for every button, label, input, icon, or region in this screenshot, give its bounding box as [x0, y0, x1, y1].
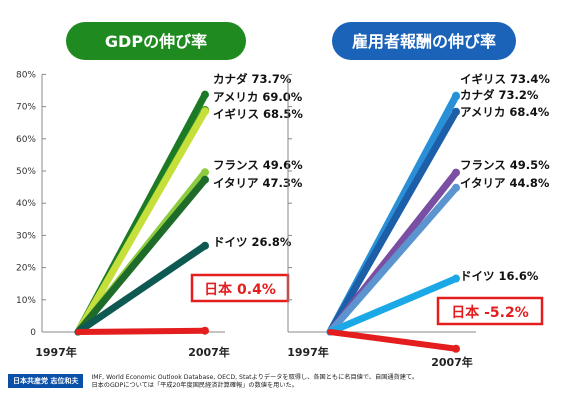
- series-end-point: [201, 107, 209, 116]
- series-end-point: [201, 241, 209, 250]
- series-line-イタリア: [326, 184, 460, 336]
- data-label-イタリア: イタリア 44.8%: [460, 176, 550, 190]
- y-tick-label: 20%: [16, 264, 36, 274]
- source-line-1: IMF, World Economic Outlook Database, OE…: [91, 374, 419, 381]
- data-label-イタリア: イタリア 47.3%: [213, 176, 303, 190]
- data-label-アメリカ: アメリカ 68.4%: [460, 105, 550, 119]
- y-tick-label: 40%: [16, 199, 36, 209]
- series-end-point: [452, 92, 460, 101]
- y-tick-label: 0: [30, 328, 36, 338]
- data-label-イギリス: イギリス 68.5%: [213, 107, 303, 121]
- data-label-ドイツ: ドイツ 26.8%: [213, 235, 292, 249]
- source-note: IMF, World Economic Outlook Database, OE…: [91, 374, 418, 390]
- data-label-日本: 日本 -5.2%: [451, 304, 529, 321]
- series-line-日本: [75, 327, 208, 335]
- chart-panel-2: 雇用者報酬の伸び率 1997年 2007年 イギリス 73.4% カナダ 73.2% アメ…: [287, 22, 550, 369]
- y-tick-label: 70%: [16, 103, 36, 113]
- y-tick-label: 50%: [16, 167, 36, 177]
- series-end-point: [201, 326, 209, 335]
- chart-title-pill: [66, 22, 246, 60]
- data-label-アメリカ: アメリカ 69.0%: [213, 90, 303, 104]
- series-line-ドイツ: [326, 275, 460, 336]
- chart-panel-1: GDPの伸び率 0 10% 20% 30% 40% 50% 60% 70% 80% 1997年 200…: [16, 22, 303, 359]
- series-end-point: [452, 107, 460, 116]
- series-line-日本: [327, 329, 459, 352]
- party-label: 日本共産党 志位和夫: [8, 374, 84, 388]
- series-line-イタリア: [74, 176, 209, 336]
- y-tick-label: 80%: [16, 70, 36, 80]
- series-line-アメリカ: [326, 108, 460, 336]
- data-label-ドイツ: ドイツ 16.6%: [460, 269, 539, 283]
- data-label-イギリス: イギリス 73.4%: [460, 72, 550, 86]
- footer: 日本共産党 志位和夫 IMF, World Economic Outlook D…: [8, 374, 418, 390]
- data-label-フランス: フランス 49.6%: [213, 158, 303, 172]
- x-tick-label: 2007年: [188, 345, 230, 359]
- chart-title: GDPの伸び率: [105, 32, 207, 51]
- chart-title: 雇用者報酬の伸び率: [352, 32, 496, 51]
- x-tick-label: 1997年: [35, 345, 77, 359]
- y-tick-label: 60%: [16, 135, 36, 145]
- x-tick-label: 2007年: [431, 355, 473, 369]
- series-end-point: [452, 183, 460, 192]
- source-line-2: 日本のGDPについては「平成20年度国民経済計算確報」の数値を用いた。: [91, 382, 298, 389]
- japan-label-box: [436, 296, 544, 326]
- series-end-point: [201, 168, 209, 177]
- y-tick-label: 30%: [16, 231, 36, 241]
- series-end-point: [201, 175, 209, 184]
- series-line-イギリス: [74, 107, 209, 336]
- series-end-point: [201, 90, 209, 99]
- y-tick-label: 10%: [16, 296, 36, 306]
- chart-title-pill: [332, 22, 516, 60]
- x-tick-label: 1997年: [287, 345, 329, 359]
- series-end-point: [452, 168, 460, 177]
- series-end-point: [452, 274, 460, 283]
- series-end-point: [452, 344, 460, 353]
- data-label-カナダ: カナダ 73.2%: [460, 88, 539, 102]
- data-label-フランス: フランス 49.5%: [460, 158, 550, 172]
- data-label-カナダ: カナダ 73.7%: [213, 72, 292, 86]
- data-label-日本: 日本 0.4%: [204, 281, 276, 298]
- series-line-ドイツ: [74, 242, 209, 336]
